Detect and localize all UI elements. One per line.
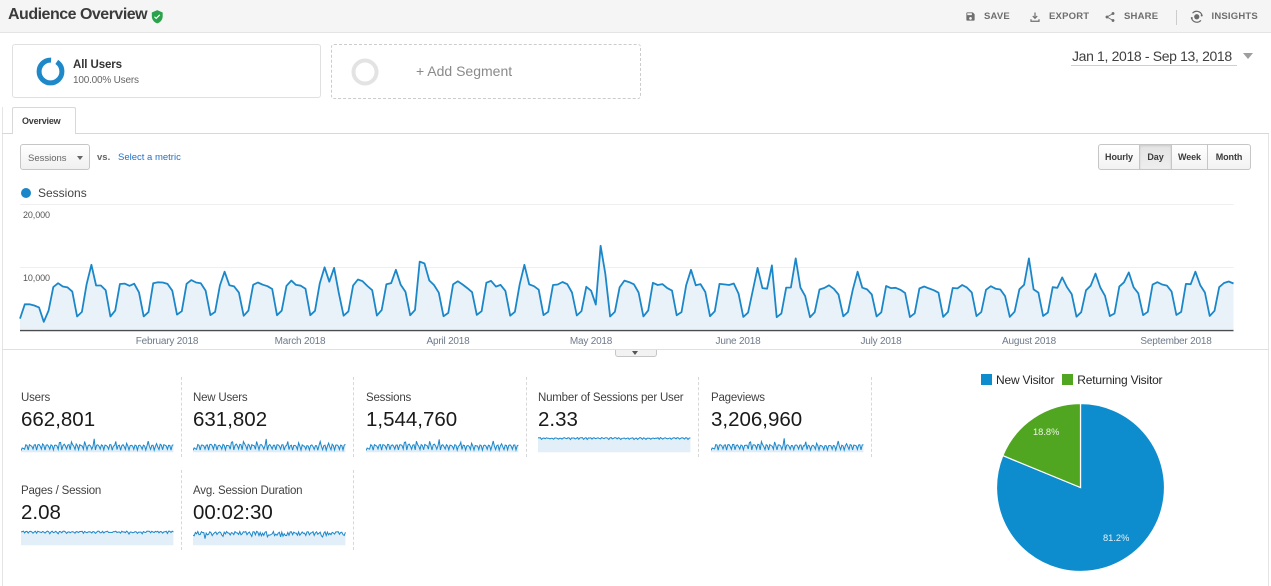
svg-text:81.2%: 81.2% xyxy=(1103,533,1129,543)
svg-text:18.8%: 18.8% xyxy=(1033,427,1059,437)
